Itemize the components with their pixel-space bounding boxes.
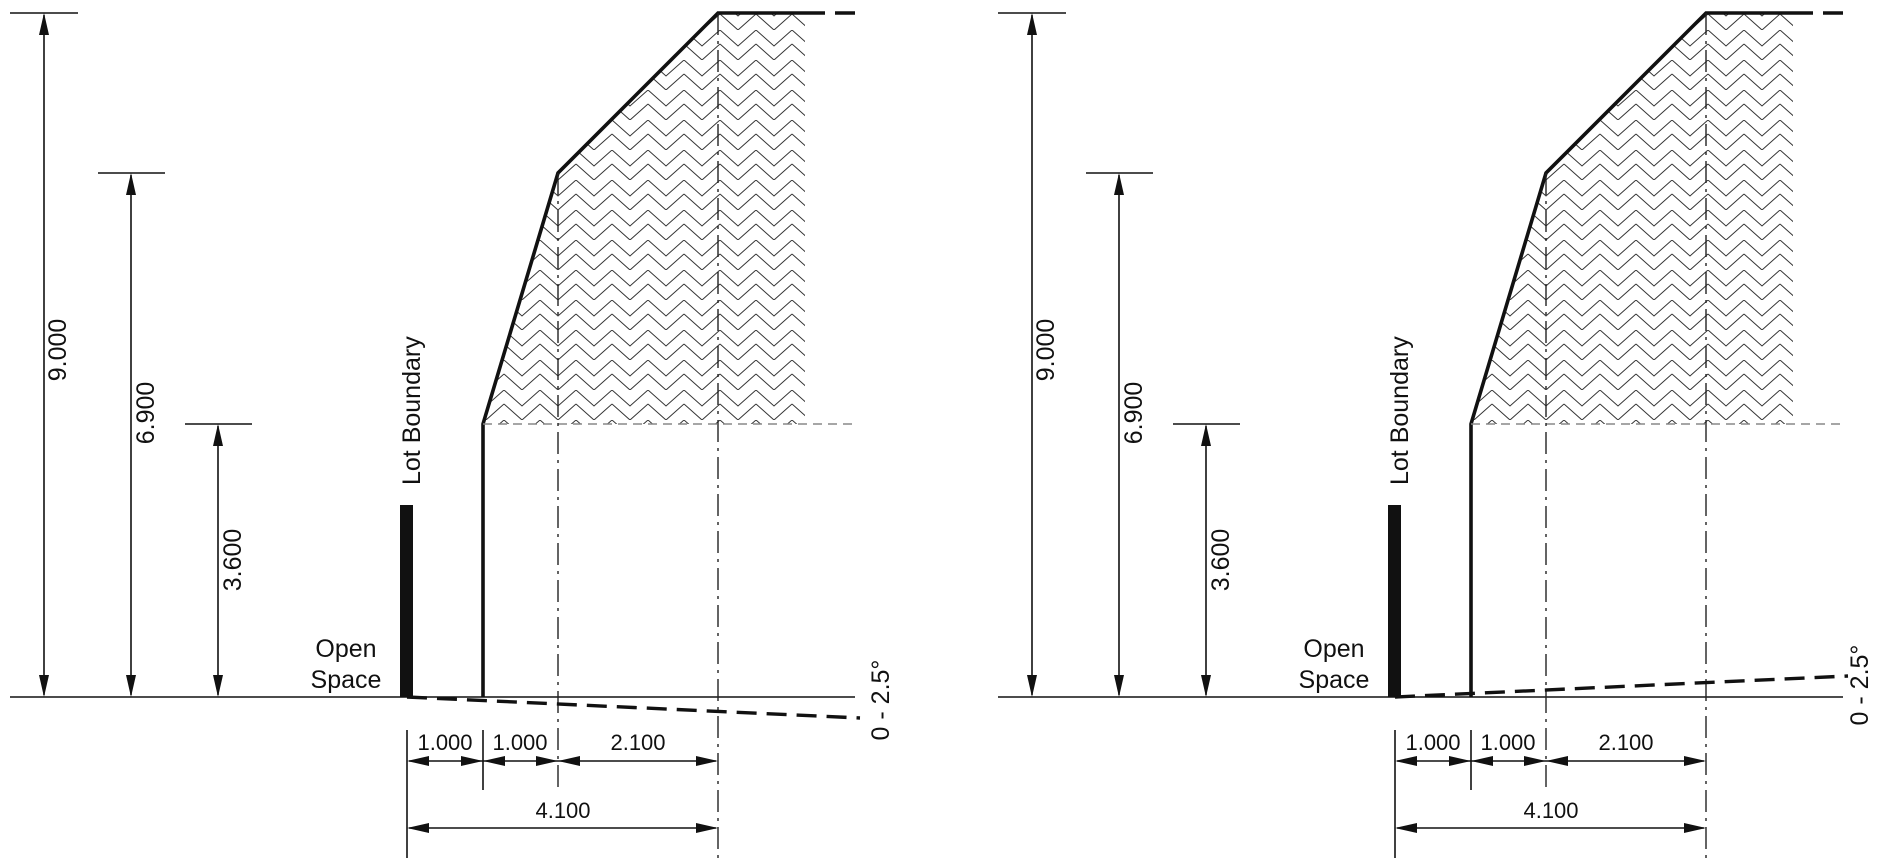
setback-label-2: 1.000 — [1480, 730, 1535, 755]
arrowhead — [1114, 675, 1124, 697]
height-label-3600: 3.600 — [219, 529, 247, 592]
ground-slope-line — [406, 695, 861, 720]
setback-label-1: 1.000 — [1405, 730, 1460, 755]
arrowhead — [1395, 823, 1417, 833]
arrowhead — [407, 756, 429, 766]
arrowhead — [1546, 756, 1568, 766]
height-label-6900: 6.900 — [132, 382, 160, 445]
arrowhead — [213, 675, 223, 697]
arrowhead — [696, 823, 718, 833]
section-panel-right: 9.000 6.900 3.600 Lot Boundary Open Spac… — [998, 11, 1874, 858]
total-setback-label: 4.100 — [535, 798, 590, 823]
arrowhead — [1027, 675, 1037, 697]
open-space-label-line2: Space — [1299, 666, 1370, 694]
arrowhead — [1201, 675, 1211, 697]
section-panel-left: 9.000 6.900 3.600 Lot Boundary Open Spac… — [10, 11, 895, 858]
lot-boundary-wall — [400, 505, 413, 697]
arrowhead — [39, 13, 49, 35]
lot-boundary-label: Lot Boundary — [1386, 336, 1414, 485]
slope-label: 0 - 2.5° — [867, 660, 895, 741]
arrowhead — [696, 756, 718, 766]
lot-boundary-label: Lot Boundary — [398, 336, 426, 485]
arrowhead — [126, 173, 136, 195]
arrowhead — [407, 823, 429, 833]
arrowhead — [1395, 756, 1417, 766]
setback-label-3: 2.100 — [610, 730, 665, 755]
setback-label-2: 1.000 — [492, 730, 547, 755]
arrowhead — [558, 756, 580, 766]
total-setback-label: 4.100 — [1523, 798, 1578, 823]
arrowhead — [126, 675, 136, 697]
building-envelope-hatch — [483, 13, 805, 424]
arrowhead — [461, 756, 483, 766]
arrowhead — [1684, 756, 1706, 766]
arrowhead — [1449, 756, 1471, 766]
arrowhead — [1114, 173, 1124, 195]
arrowhead — [1201, 424, 1211, 446]
height-label-9000: 9.000 — [1032, 319, 1060, 382]
height-label-3600: 3.600 — [1207, 529, 1235, 592]
slope-label: 0 - 2.5° — [1846, 645, 1874, 726]
arrowhead — [536, 756, 558, 766]
building-envelope-hatch — [1471, 13, 1793, 424]
height-label-6900: 6.900 — [1120, 382, 1148, 445]
open-space-label-line1: Open — [315, 635, 376, 663]
open-space-label-line2: Space — [311, 666, 382, 694]
setback-label-1: 1.000 — [417, 730, 472, 755]
arrowhead — [483, 756, 505, 766]
lot-boundary-wall — [1388, 505, 1401, 697]
arrowhead — [1684, 823, 1706, 833]
arrowhead — [1524, 756, 1546, 766]
arrowhead — [1027, 13, 1037, 35]
arrowhead — [213, 424, 223, 446]
height-label-9000: 9.000 — [44, 319, 72, 382]
setback-label-3: 2.100 — [1598, 730, 1653, 755]
ground-slope-line — [1394, 674, 1849, 699]
arrowhead — [39, 675, 49, 697]
arrowhead — [1471, 756, 1493, 766]
open-space-label-line1: Open — [1303, 635, 1364, 663]
